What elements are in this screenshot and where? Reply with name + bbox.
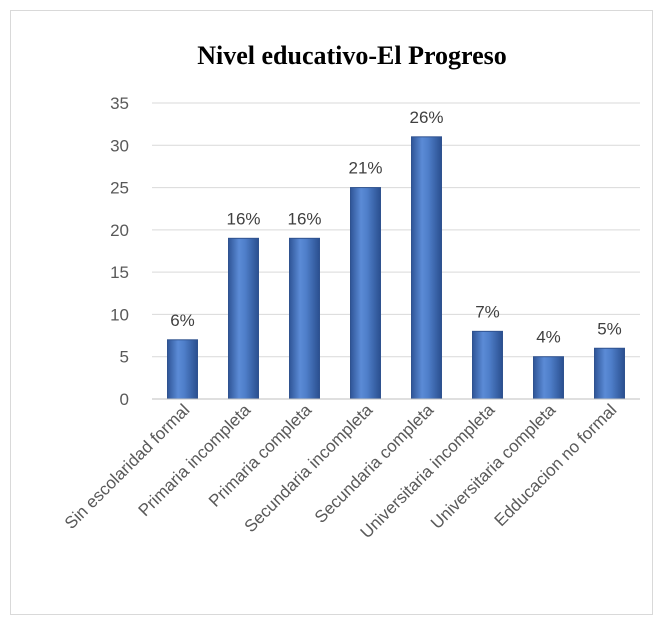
x-category-label: Edducacion no formal [491, 400, 621, 530]
y-tick-label: 20 [110, 221, 129, 240]
bar [289, 237, 320, 400]
data-label: 21% [348, 159, 382, 178]
y-tick-label: 25 [110, 179, 129, 198]
y-tick-label: 0 [120, 390, 129, 409]
bar [350, 187, 381, 400]
x-category-label: Primaria completa [205, 400, 316, 511]
bar [167, 339, 198, 400]
chart-title: Nivel educativo-El Progreso [197, 41, 507, 70]
y-tick-label: 5 [120, 348, 129, 367]
bars [167, 136, 625, 400]
data-labels: 6% 16% 16% 21% 26% 7% 4% 5% [170, 108, 622, 347]
y-tick-label: 35 [110, 94, 129, 113]
data-label: 7% [475, 302, 500, 321]
data-label: 6% [170, 311, 195, 330]
gridlines [152, 102, 640, 358]
data-label: 4% [536, 328, 561, 347]
y-tick-label: 15 [110, 263, 129, 282]
x-category-label: Secundaria completa [311, 400, 438, 527]
bar [411, 136, 442, 400]
data-label: 26% [409, 108, 443, 127]
data-label: 16% [287, 209, 321, 228]
data-label: 5% [597, 319, 622, 338]
y-tick-label: 10 [110, 305, 129, 324]
bar [533, 356, 564, 400]
data-label: 16% [226, 209, 260, 228]
bar [594, 347, 625, 400]
x-category-label: Primaria incompleta [135, 400, 255, 520]
y-axis-ticks: 0 5 10 15 20 25 30 35 [110, 94, 129, 409]
y-tick-label: 30 [110, 136, 129, 155]
bar [228, 237, 259, 400]
bar [472, 330, 503, 400]
chart-frame [10, 10, 653, 615]
